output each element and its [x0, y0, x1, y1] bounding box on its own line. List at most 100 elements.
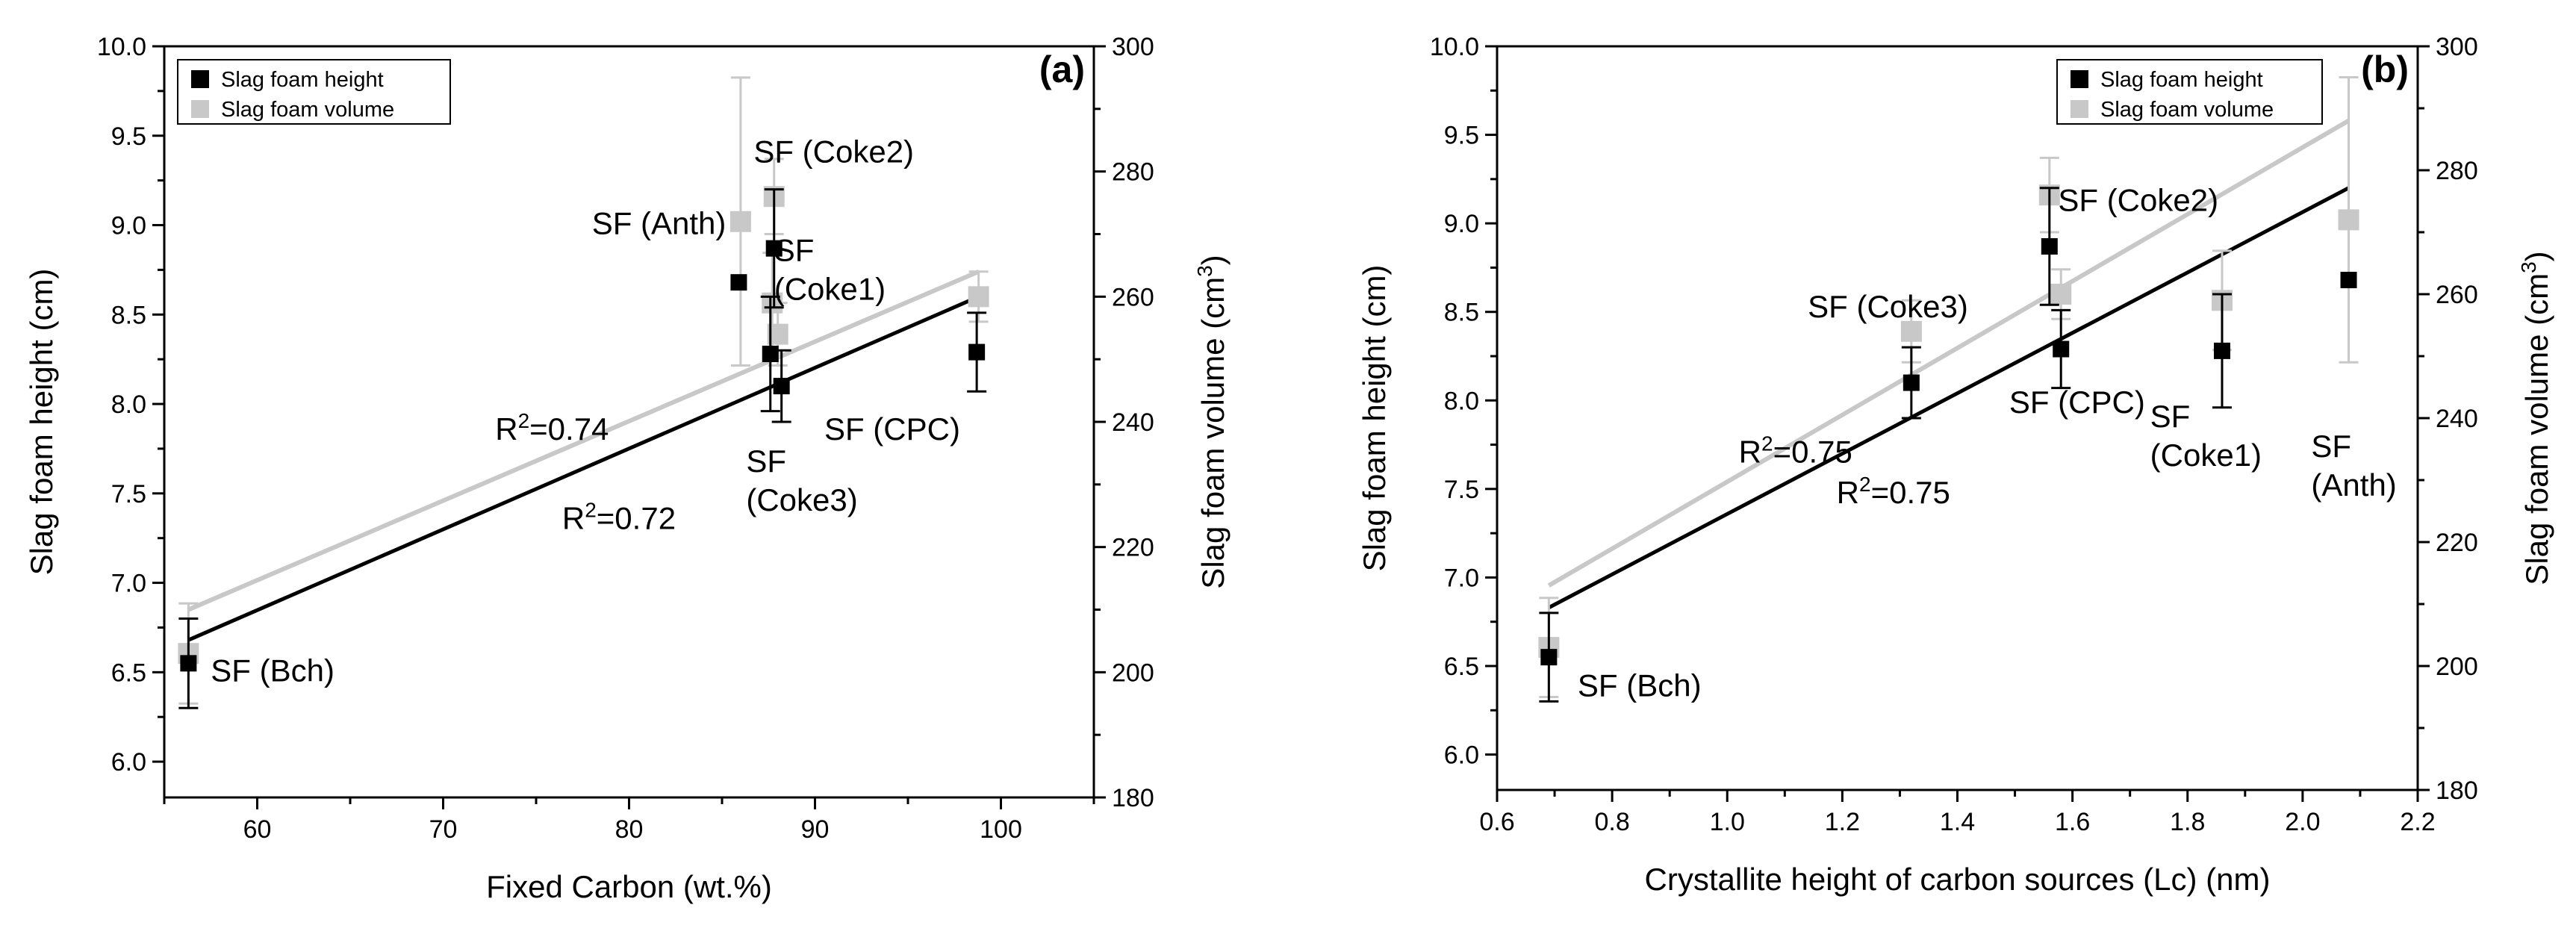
point-annotation-line: SF (Bch)	[211, 653, 335, 688]
r2-label: R2=0.75	[1739, 432, 1852, 469]
point-annotation-line: SF	[746, 444, 786, 479]
height-point	[2053, 340, 2070, 358]
panel-label: (a)	[1039, 49, 1085, 90]
height-point	[1903, 374, 1920, 391]
height-point	[765, 240, 783, 257]
point-annotation-line: SF	[774, 232, 815, 267]
r2-label: R2=0.74	[495, 409, 609, 447]
y2-axis-title-text: Slag foam volume (cm	[2519, 273, 2554, 585]
fit-line-height	[187, 295, 980, 642]
y-tick-label: 8.5	[111, 301, 146, 329]
y2-tick-label: 200	[2436, 653, 2478, 681]
y-tick-label: 9.0	[111, 212, 146, 240]
point-annotation: SF (Bch)	[211, 653, 335, 688]
y-tick-label: 8.5	[1444, 299, 1479, 327]
x-tick-label: 1.2	[1825, 808, 1860, 836]
point-annotation-line: (Coke3)	[746, 482, 857, 517]
point-annotation-line: (Coke1)	[774, 271, 886, 306]
y2-tick-label: 260	[1112, 283, 1154, 311]
point-annotation: SF (Anth)	[592, 206, 727, 241]
y2-tick-label: 240	[2436, 405, 2478, 433]
height-point	[180, 655, 197, 672]
legend-swatch	[191, 70, 209, 88]
point-annotation-line: (Anth)	[2311, 467, 2396, 502]
height-point	[1540, 649, 1558, 666]
y2-tick-label: 200	[1112, 659, 1154, 687]
y-tick-label: 6.0	[1444, 741, 1479, 770]
y2-tick-label: 260	[2436, 281, 2478, 309]
point-annotation: SF (Bch)	[1578, 668, 1702, 703]
height-point	[2213, 342, 2230, 359]
legend-box	[177, 59, 451, 125]
r2-label-sup: 2	[585, 499, 597, 522]
height-point	[730, 274, 747, 291]
volume-point	[2050, 284, 2072, 305]
y2-axis-title-end: )	[1195, 255, 1231, 265]
height-point	[2340, 272, 2357, 289]
chart-panel-a: 60 70 80 90 100 6.0 6.5 7.0 7.5 8.0 8.5 9.0 9.5 10.0 1…	[24, 33, 1231, 904]
y-tick-label: 7.5	[1444, 476, 1479, 504]
legend-box	[2056, 59, 2323, 125]
point-annotation: SF (CPC)	[824, 411, 960, 447]
point-annotation-line: SF (Coke2)	[753, 134, 914, 169]
x-tick-label: 2.2	[2400, 808, 2435, 836]
x-axis-title: Crystallite height of carbon sources (Lc…	[1645, 862, 2271, 897]
y-tick-label: 9.0	[1444, 210, 1479, 238]
point-annotation: SF (Coke1)	[774, 232, 886, 306]
point-annotation-line: SF (Anth)	[592, 206, 727, 241]
r2-label: R2=0.75	[1837, 473, 1950, 510]
r2-label-sup: 2	[1859, 473, 1871, 496]
height-point	[773, 378, 790, 395]
point-annotation-line: SF (Coke3)	[1808, 289, 1968, 324]
volume-point	[2338, 209, 2359, 231]
y2-tick-label: 300	[1112, 33, 1154, 61]
y-tick-label: 8.0	[1444, 387, 1479, 415]
legend-label: Slag foam height	[221, 68, 384, 92]
x-tick-label: 1.8	[2170, 808, 2205, 836]
x-tick-label: 2.0	[2285, 808, 2320, 836]
x-tick-label: 60	[243, 815, 272, 844]
y2-tick-label: 180	[2436, 777, 2478, 805]
y-tick-label: 7.0	[1444, 564, 1479, 592]
x-tick-label: 100	[980, 815, 1022, 844]
y-tick-label: 10.0	[97, 33, 146, 61]
y2-tick-label: 220	[2436, 529, 2478, 557]
point-annotation: SF (Coke3)	[746, 444, 857, 517]
point-annotation: SF (Coke2)	[2058, 183, 2218, 218]
point-annotation: SF (CPC)	[2009, 385, 2145, 420]
y2-axis-title-sup: 3	[2517, 261, 2540, 273]
r2-label-value: =0.75	[1773, 434, 1852, 469]
x-tick-label: 0.6	[1479, 808, 1514, 836]
x-tick-label: 90	[801, 815, 830, 844]
y2-axis-title-end: )	[2519, 251, 2554, 261]
y2-tick-label: 300	[2436, 33, 2478, 61]
point-annotation-line: SF	[2150, 399, 2191, 434]
y2-tick-label: 280	[2436, 157, 2478, 185]
y2-tick-label: 220	[1112, 534, 1154, 562]
point-annotation-line: SF (Bch)	[1578, 668, 1702, 703]
x-tick-label: 1.4	[1940, 808, 1975, 836]
r2-label: R2=0.72	[562, 499, 676, 536]
r2-label-text: R	[1837, 475, 1859, 510]
y-tick-label: 6.5	[1444, 653, 1479, 681]
y-tick-label: 9.5	[1444, 122, 1479, 150]
point-annotation-line: SF (CPC)	[824, 411, 960, 447]
y2-tick-label: 180	[1112, 784, 1154, 812]
point-annotation-line: SF (CPC)	[2009, 385, 2145, 420]
point-annotation: SF (Coke3)	[1808, 289, 1968, 324]
height-point	[762, 345, 779, 362]
y-tick-label: 7.5	[111, 480, 146, 508]
point-annotation: SF (Anth)	[2311, 429, 2396, 502]
legend-label: Slag foam volume	[221, 98, 394, 122]
legend-label: Slag foam height	[2100, 68, 2263, 92]
y2-tick-label: 240	[1112, 408, 1154, 437]
y-tick-label: 6.5	[111, 659, 146, 687]
point-annotation-line: (Coke1)	[2150, 438, 2262, 473]
y2-axis-title: Slag foam volume (cm3)	[1193, 255, 1231, 588]
r2-label-value: =0.72	[597, 501, 676, 536]
y2-axis-title-sup: 3	[1193, 265, 1216, 277]
fit-line-volume	[1547, 119, 2351, 588]
height-point	[968, 343, 986, 361]
x-axis-title: Fixed Carbon (wt.%)	[486, 869, 772, 904]
